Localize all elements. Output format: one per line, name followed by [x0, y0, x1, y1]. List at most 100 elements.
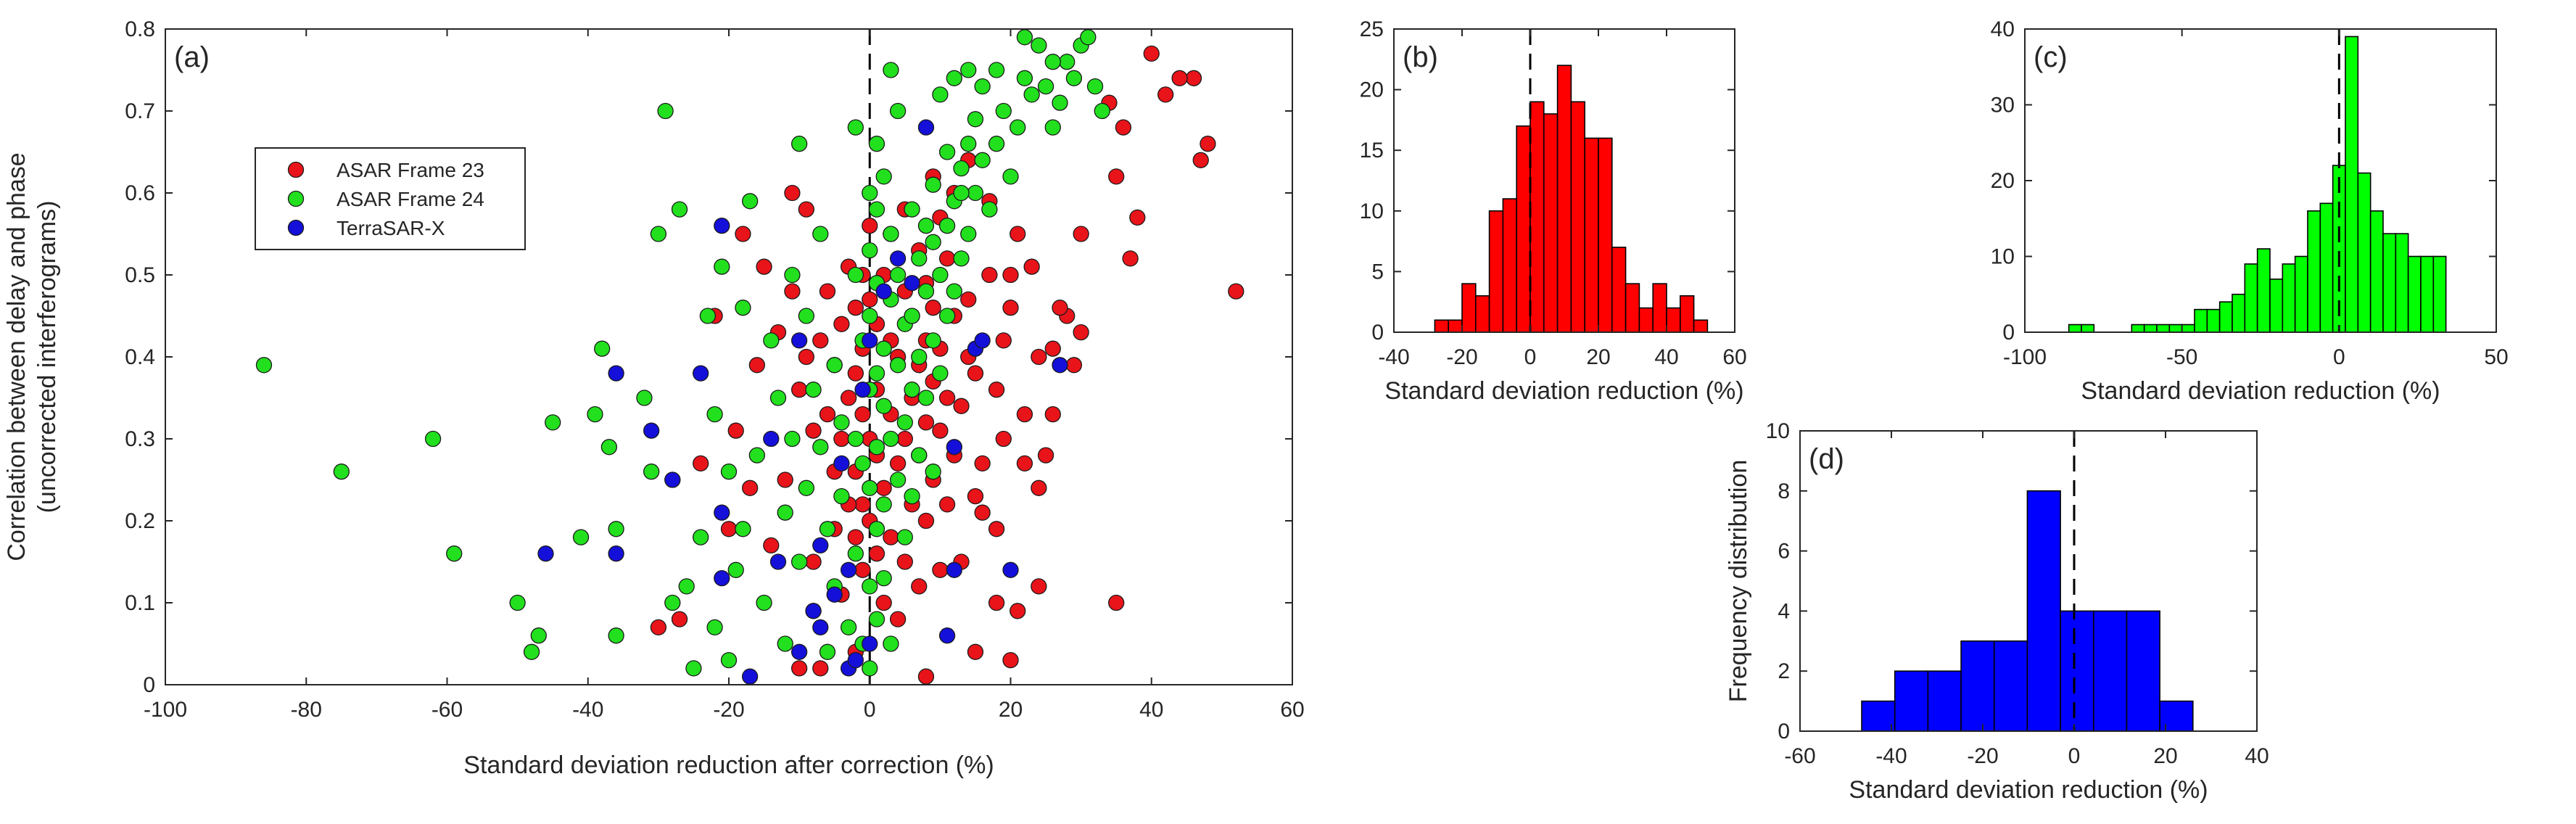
- scatter-point: [988, 62, 1005, 78]
- histogram-bar: [1584, 137, 1599, 333]
- histogram-bar: [1461, 283, 1477, 333]
- histogram-bar: [2319, 202, 2334, 333]
- histogram-bar: [1502, 198, 1517, 333]
- scatter-point: [446, 545, 463, 562]
- scatter-point: [854, 405, 871, 423]
- scatter-point: [735, 300, 751, 316]
- scatter-point: [938, 250, 956, 267]
- y-tick-label: 40: [1991, 17, 2015, 41]
- scatter-point: [862, 291, 878, 308]
- scatter-point: [777, 504, 793, 521]
- y-tick-label: 0: [143, 673, 155, 697]
- scatter-point: [1002, 300, 1019, 316]
- scatter-point: [1122, 250, 1139, 267]
- scatter-point: [960, 226, 977, 242]
- histogram-bar: [2294, 255, 2308, 333]
- histogram-bar: [1434, 319, 1450, 333]
- scatter-point: [777, 471, 793, 488]
- scatter-point: [714, 218, 730, 234]
- scatter-point: [862, 218, 878, 234]
- scatter-point: [720, 464, 738, 480]
- scatter-point: [741, 668, 759, 685]
- scatter-point: [988, 594, 1005, 611]
- scatter-point: [967, 487, 984, 505]
- y-tick-label: 4: [1778, 599, 1790, 623]
- scatter-point: [862, 332, 878, 349]
- histogram-bar: [2232, 293, 2246, 333]
- scatter-point: [1031, 37, 1047, 54]
- histogram-bar: [1927, 670, 1962, 732]
- histogram-bar: [1625, 283, 1640, 333]
- scatter-point: [333, 464, 350, 480]
- scatter-point: [889, 266, 907, 284]
- scatter-point: [769, 553, 787, 570]
- scatter-point: [1031, 479, 1047, 496]
- x-tick-label: -40: [572, 698, 603, 722]
- scatter-point: [756, 258, 772, 275]
- scatter-point: [784, 283, 801, 300]
- scatter-point: [967, 643, 984, 660]
- scatter-point: [1094, 102, 1110, 120]
- histogram-bar: [2143, 324, 2158, 333]
- scatter-point: [875, 479, 892, 496]
- scatter-point: [847, 119, 864, 136]
- scatter-point: [840, 619, 857, 636]
- scatter-point: [904, 487, 920, 505]
- scatter-point: [1031, 348, 1047, 366]
- scatter-point: [805, 382, 822, 398]
- scatter-point: [1108, 168, 1125, 185]
- scatter-point: [798, 348, 814, 366]
- x-tick-label: 0: [2068, 744, 2081, 768]
- x-tick-label: -50: [2166, 345, 2197, 369]
- scatter-point: [1052, 94, 1068, 111]
- histogram-bar: [2244, 263, 2258, 333]
- histogram-bar: [2026, 490, 2061, 732]
- scatter-point: [594, 340, 611, 357]
- scatter-point: [720, 521, 738, 537]
- scatter-point: [784, 266, 801, 284]
- y-tick-label: 10: [1766, 419, 1790, 443]
- scatter-point: [868, 439, 886, 456]
- scatter-point: [883, 635, 899, 652]
- scatter-point: [523, 643, 540, 660]
- scatter-point: [938, 390, 956, 406]
- legend: ASAR Frame 23 ASAR Frame 24 TerraSAR-X: [255, 147, 526, 250]
- scatter-point: [1010, 119, 1026, 136]
- scatter-point: [1129, 209, 1146, 226]
- scatter-point: [896, 414, 913, 431]
- scatter-point: [868, 136, 886, 152]
- panel-b: -40 -20 0 20 40 60 0 5 10 15 20 25 (b) Standard devia…: [1360, 17, 1747, 405]
- scatter-point: [537, 545, 554, 562]
- histogram-bar: [1666, 307, 1681, 333]
- scatter-point: [868, 365, 886, 382]
- scatter-point: [1016, 70, 1033, 86]
- scatter-point: [953, 397, 970, 414]
- scatter-point: [657, 102, 674, 120]
- scatter-point: [1037, 78, 1054, 95]
- histogram-bar: [1448, 319, 1463, 333]
- scatter-point: [925, 300, 941, 316]
- scatter-point: [1157, 86, 1174, 103]
- scatter-point: [938, 627, 956, 644]
- scatter-point: [777, 635, 793, 652]
- scatter-point: [875, 340, 892, 357]
- scatter-point: [946, 439, 962, 456]
- x-tick-label: 50: [2484, 345, 2508, 369]
- histogram-bar: [1652, 283, 1667, 333]
- x-tick-label: 60: [1280, 698, 1304, 722]
- scatter-point: [784, 184, 801, 202]
- scatter-point: [974, 78, 991, 95]
- scatter-point: [988, 521, 1005, 537]
- scatter-point: [798, 308, 814, 324]
- histogram-bar: [1543, 113, 1559, 333]
- histogram-bar: [1680, 295, 1695, 333]
- legend-entry: ASAR Frame 23: [337, 159, 484, 181]
- scatter-point: [988, 382, 1005, 398]
- x-tick-label: 20: [1586, 345, 1610, 369]
- scatter-point: [904, 201, 920, 218]
- scatter-point: [875, 168, 892, 185]
- x-tick-label: -60: [432, 698, 463, 722]
- scatter-point: [854, 496, 871, 513]
- histogram-bar: [2159, 700, 2194, 732]
- scatter-point: [847, 266, 864, 284]
